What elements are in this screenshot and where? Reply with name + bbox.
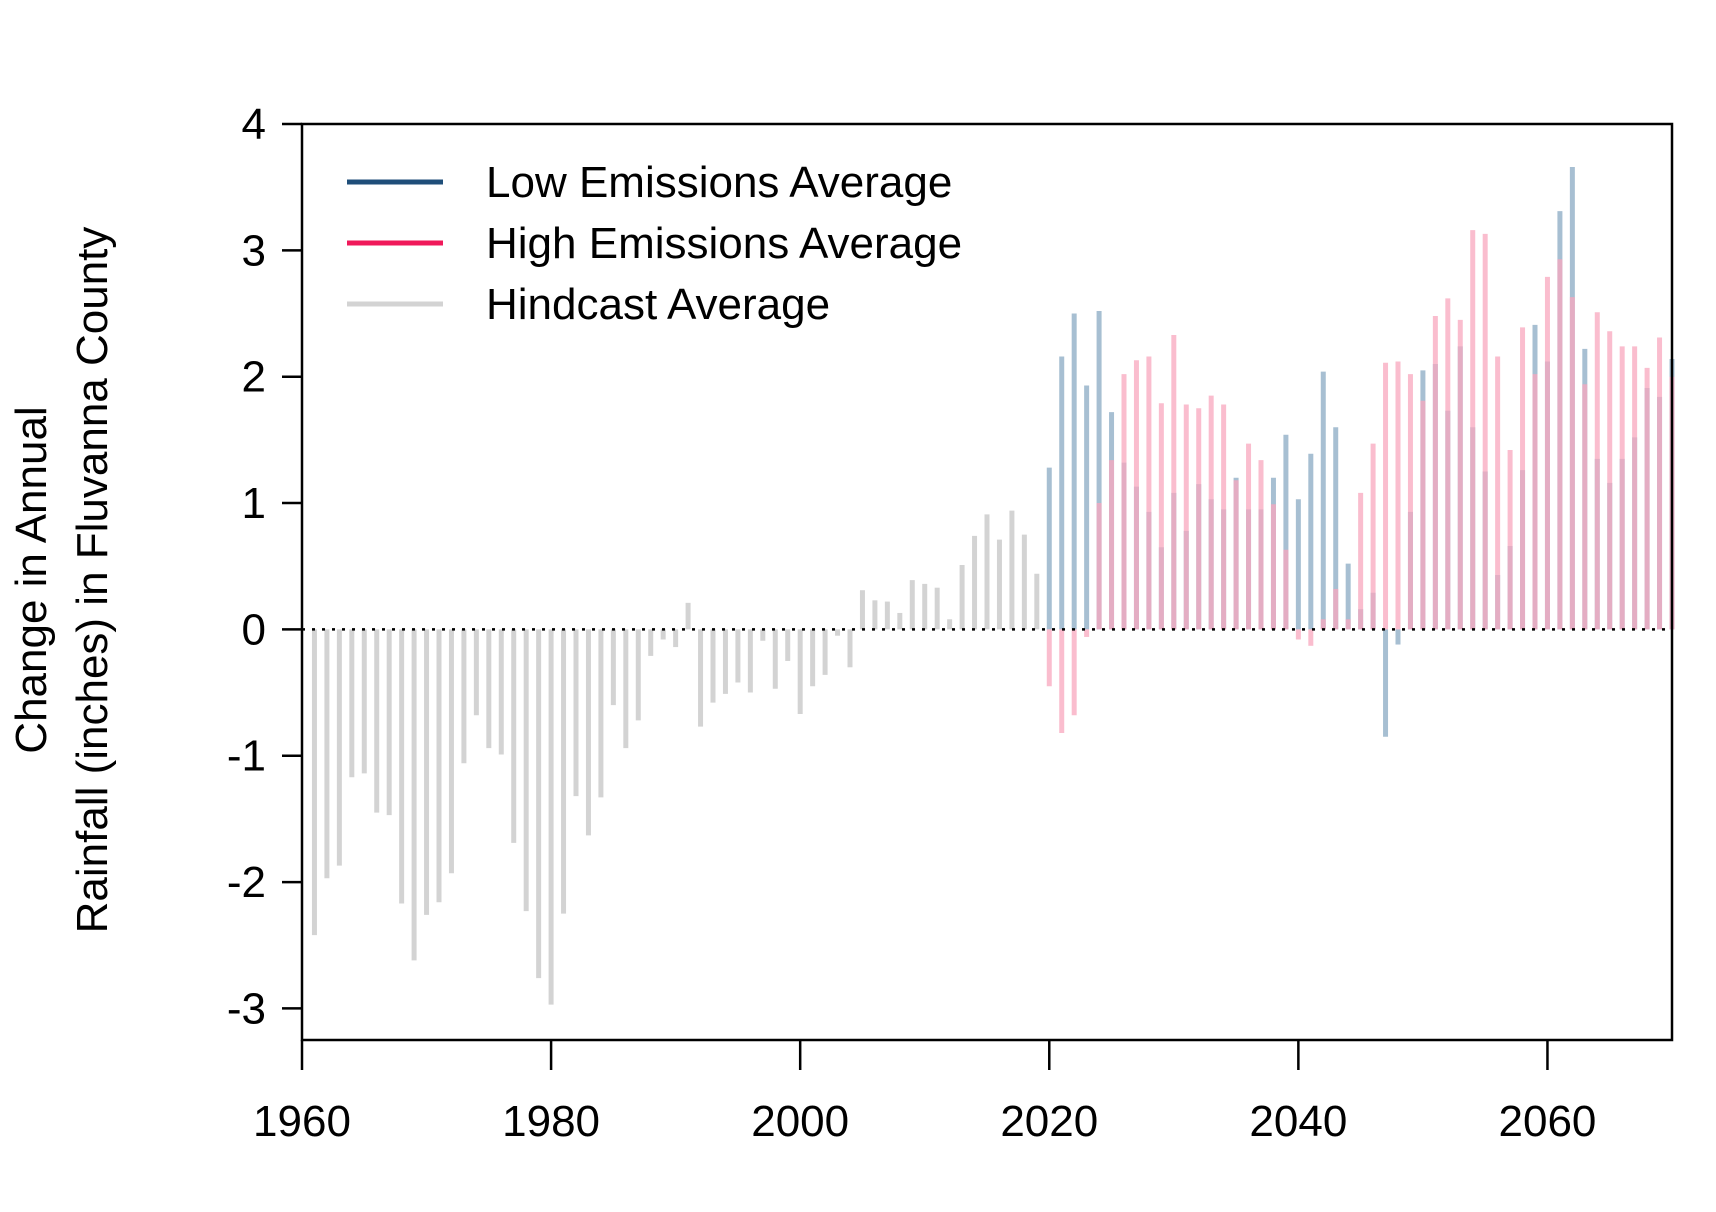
x-tick-label: 1960 xyxy=(253,1097,351,1146)
y-tick-label: 2 xyxy=(242,353,266,402)
hindcast-bars xyxy=(311,510,1040,1005)
y-axis-title-line-2: Rainfall (inches) in Fluvanna County xyxy=(68,227,117,934)
legend: Low Emissions Average High Emissions Aver… xyxy=(347,158,962,329)
x-tick-label: 2000 xyxy=(751,1097,849,1146)
y-tick-label: 1 xyxy=(242,479,266,528)
y-tick-label: -3 xyxy=(227,984,266,1033)
y-axis: -3 -2 -1 0 1 2 3 4 xyxy=(227,100,302,1033)
y-axis-title: Change in Annual Rainfall (inches) in Fl… xyxy=(7,227,117,934)
plot-frame xyxy=(300,122,1674,1042)
high-emissions-bars xyxy=(1046,230,1675,733)
hindcast-legend-label: Hindcast Average xyxy=(486,280,830,329)
x-tick-label: 2040 xyxy=(1249,1097,1347,1146)
x-tick-label: 2020 xyxy=(1000,1097,1098,1146)
x-axis: 1960 1980 2000 2020 2040 2060 xyxy=(253,1040,1596,1146)
x-tick-label: 1980 xyxy=(502,1097,600,1146)
y-tick-label: 0 xyxy=(242,605,266,654)
high-emissions-legend-label: High Emissions Average xyxy=(486,219,962,268)
y-tick-label: -2 xyxy=(227,858,266,907)
y-tick-label: 4 xyxy=(242,100,266,149)
low-emissions-legend-label: Low Emissions Average xyxy=(486,158,952,207)
x-tick-label: 2060 xyxy=(1499,1097,1597,1146)
y-axis-title-line-1: Change in Annual xyxy=(7,406,56,753)
y-tick-label: 3 xyxy=(242,226,266,275)
low-emissions-bars xyxy=(1046,166,1675,737)
y-tick-label: -1 xyxy=(227,732,266,781)
